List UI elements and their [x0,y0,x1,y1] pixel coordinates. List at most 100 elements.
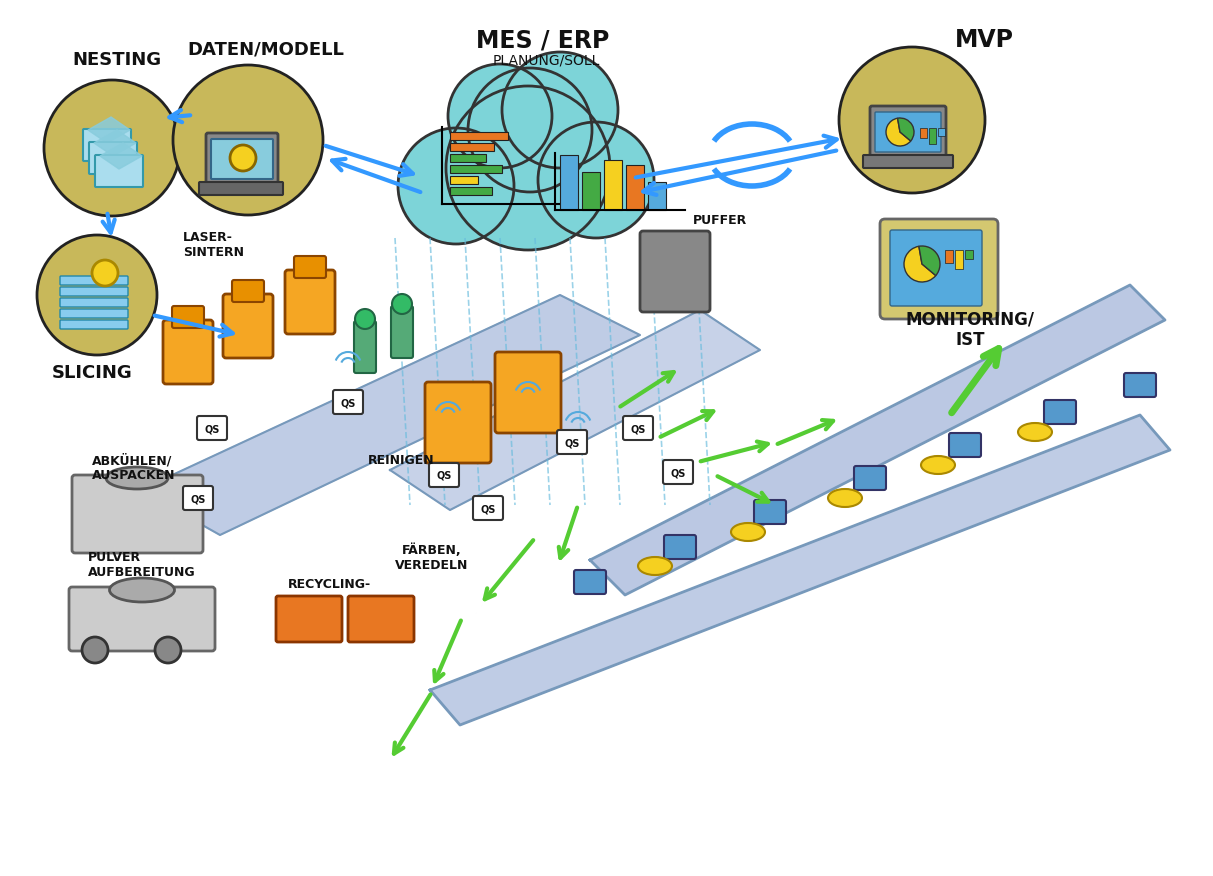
Circle shape [44,80,180,216]
Polygon shape [89,117,130,143]
Text: QS: QS [437,471,451,481]
FancyBboxPatch shape [59,320,129,329]
FancyBboxPatch shape [648,182,666,210]
Circle shape [155,637,181,663]
FancyBboxPatch shape [277,596,342,642]
Circle shape [448,64,552,168]
FancyBboxPatch shape [450,143,494,151]
Text: NESTING: NESTING [73,51,161,69]
Polygon shape [99,143,142,169]
Circle shape [355,309,375,329]
FancyBboxPatch shape [425,382,491,463]
FancyBboxPatch shape [348,596,414,642]
Polygon shape [590,285,1164,595]
Wedge shape [898,118,915,141]
Text: SLICING: SLICING [52,364,132,382]
FancyBboxPatch shape [879,219,998,319]
Wedge shape [885,118,911,146]
FancyBboxPatch shape [450,132,508,140]
Text: MES / ERP: MES / ERP [477,28,610,52]
Ellipse shape [638,557,672,575]
Text: LASER-
SINTERN: LASER- SINTERN [183,231,244,259]
Ellipse shape [109,578,175,602]
FancyBboxPatch shape [59,298,129,307]
FancyBboxPatch shape [574,570,606,594]
FancyBboxPatch shape [285,270,335,334]
Circle shape [539,122,654,238]
Text: DATEN/MODELL: DATEN/MODELL [188,41,344,59]
Text: PUFFER: PUFFER [693,214,747,227]
Text: QS: QS [631,424,645,434]
FancyBboxPatch shape [294,256,326,278]
Text: QS: QS [671,468,685,478]
Text: RECYCLING-: RECYCLING- [287,578,371,591]
FancyBboxPatch shape [354,321,376,373]
FancyBboxPatch shape [59,276,129,285]
Circle shape [398,128,514,244]
FancyBboxPatch shape [450,176,478,184]
FancyBboxPatch shape [211,139,273,179]
FancyBboxPatch shape [206,133,278,185]
Polygon shape [391,310,761,510]
FancyBboxPatch shape [59,287,129,296]
Text: QS: QS [204,424,220,434]
Circle shape [82,637,108,663]
Text: PLANUNG/SOLL: PLANUNG/SOLL [492,53,599,67]
Circle shape [468,68,592,192]
Text: QS: QS [341,398,355,408]
FancyBboxPatch shape [875,112,941,152]
FancyBboxPatch shape [69,587,215,651]
FancyBboxPatch shape [754,500,786,524]
Circle shape [92,260,118,286]
FancyBboxPatch shape [82,129,131,161]
FancyBboxPatch shape [1124,373,1156,397]
Polygon shape [93,130,136,156]
Text: PULVER
AUFBEREITUNG: PULVER AUFBEREITUNG [89,551,195,579]
FancyBboxPatch shape [450,154,486,162]
FancyBboxPatch shape [870,106,946,158]
FancyBboxPatch shape [95,155,143,187]
FancyBboxPatch shape [495,352,560,433]
FancyBboxPatch shape [334,390,363,414]
FancyBboxPatch shape [473,496,503,520]
Polygon shape [139,295,640,535]
FancyBboxPatch shape [450,187,492,195]
FancyBboxPatch shape [183,486,213,510]
Circle shape [392,294,412,314]
Ellipse shape [106,467,167,489]
FancyBboxPatch shape [557,430,587,454]
FancyBboxPatch shape [919,128,927,138]
FancyBboxPatch shape [163,320,213,384]
Text: MONITORING/
IST: MONITORING/ IST [905,311,1035,350]
FancyBboxPatch shape [1044,400,1076,424]
FancyBboxPatch shape [640,231,710,312]
FancyBboxPatch shape [72,475,203,553]
Circle shape [230,145,256,171]
FancyBboxPatch shape [223,294,273,358]
Text: QS: QS [564,438,580,448]
FancyBboxPatch shape [429,463,459,487]
FancyBboxPatch shape [582,172,600,210]
Ellipse shape [731,523,765,541]
Text: FÄRBEN,
VEREDELN: FÄRBEN, VEREDELN [395,544,468,572]
Circle shape [446,86,610,250]
Text: ABKÜHLEN/
AUSPACKEN: ABKÜHLEN/ AUSPACKEN [92,454,176,483]
FancyBboxPatch shape [626,165,644,210]
Ellipse shape [1018,423,1052,441]
Circle shape [502,52,617,168]
FancyBboxPatch shape [862,155,953,168]
FancyBboxPatch shape [955,250,963,269]
Ellipse shape [828,489,862,507]
FancyBboxPatch shape [664,460,693,484]
FancyBboxPatch shape [232,280,264,302]
Text: MVP: MVP [955,28,1014,52]
FancyBboxPatch shape [604,160,622,210]
FancyBboxPatch shape [966,250,973,259]
FancyBboxPatch shape [59,309,129,318]
Ellipse shape [921,456,955,474]
Wedge shape [904,246,935,282]
FancyBboxPatch shape [938,128,945,136]
Wedge shape [919,246,940,276]
Text: REINIGEN: REINIGEN [368,454,434,467]
Text: QS: QS [480,504,496,514]
